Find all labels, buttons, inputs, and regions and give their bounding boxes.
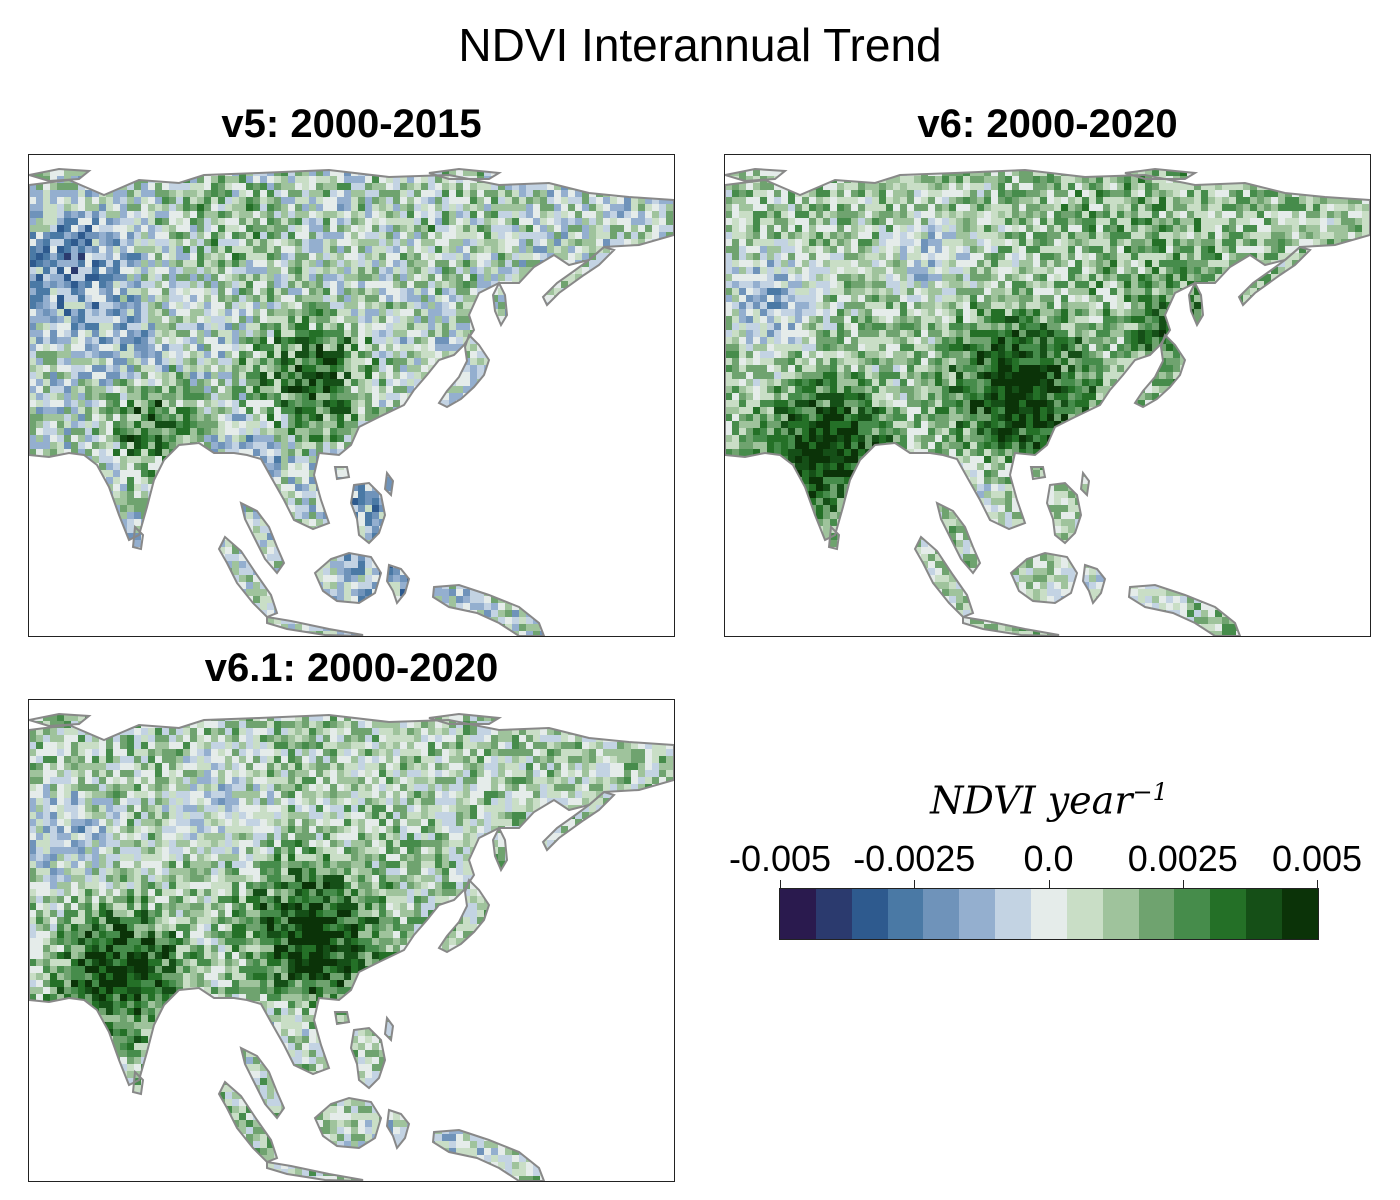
colorbar-swatch-3 <box>887 889 924 939</box>
colorbar-tick-mark-0 <box>780 880 781 888</box>
colorbar-swatch-13 <box>1246 889 1283 939</box>
map-panel-v5 <box>28 154 675 637</box>
panel-title-v6: v6: 2000-2020 <box>917 102 1178 146</box>
coastline <box>29 712 674 1181</box>
trend-field <box>725 169 1370 636</box>
colorbar-tick-mark-4 <box>1317 880 1318 888</box>
panel-title-v5: v5: 2000-2015 <box>221 102 482 146</box>
trend-field <box>29 714 674 1181</box>
map-v5 <box>29 167 674 636</box>
colorbar-label: NDVI year−1 <box>780 778 1318 823</box>
map-v61 <box>29 712 674 1181</box>
colorbar-tick-label-3: 0.0025 <box>1127 838 1238 879</box>
map-panel-v6 <box>724 154 1371 637</box>
colorbar-swatch-2 <box>851 889 888 939</box>
colorbar-swatch-11 <box>1174 889 1211 939</box>
map-panel-v61 <box>28 699 675 1182</box>
colorbar-tick-label-2: 0.0 <box>1023 838 1074 879</box>
map-v6 <box>725 167 1370 636</box>
colorbar-swatch-10 <box>1138 889 1175 939</box>
colorbar-tick-mark-3 <box>1182 880 1184 888</box>
colorbar-swatch-0 <box>780 889 816 939</box>
colorbar-swatch-5 <box>959 889 996 939</box>
figure-title: NDVI Interannual Trend <box>458 19 942 71</box>
colorbar-tick-label-0: -0.005 <box>728 838 832 879</box>
colorbar-swatch-1 <box>815 889 852 939</box>
colorbar-tick-label-4: 0.005 <box>1271 838 1363 879</box>
colorbar-swatch-12 <box>1210 889 1247 939</box>
colorbar-tick-mark-2 <box>1048 880 1050 888</box>
colorbar-swatch-8 <box>1066 889 1103 939</box>
colorbar-label-base: NDVI year <box>930 778 1133 823</box>
colorbar-tick-mark-1 <box>914 880 916 888</box>
colorbar-swatch-14 <box>1282 889 1318 939</box>
colorbar-label-exponent: −1 <box>1132 778 1168 806</box>
colorbar <box>779 888 1319 940</box>
colorbar-swatch-4 <box>923 889 960 939</box>
coastline <box>29 167 674 636</box>
trend-field <box>29 169 674 636</box>
colorbar-tick-label-1: -0.0025 <box>853 838 976 879</box>
colorbar-swatch-7 <box>1031 889 1067 939</box>
panel-title-v61: v6.1: 2000-2020 <box>204 646 499 690</box>
coastline <box>725 167 1370 636</box>
colorbar-swatch-9 <box>1102 889 1139 939</box>
colorbar-swatch-6 <box>995 889 1032 939</box>
